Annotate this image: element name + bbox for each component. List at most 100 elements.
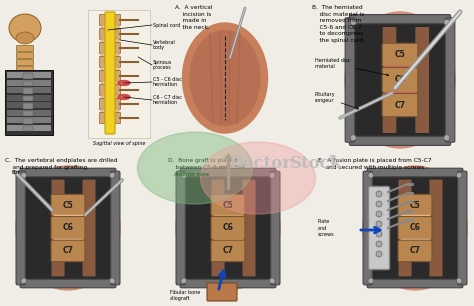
FancyBboxPatch shape [207, 283, 237, 301]
Ellipse shape [194, 185, 262, 271]
FancyBboxPatch shape [415, 27, 429, 133]
FancyBboxPatch shape [349, 15, 451, 24]
Bar [101, 25, 119, 29]
Bar [383, 65, 416, 69]
Ellipse shape [201, 142, 316, 214]
Ellipse shape [118, 95, 130, 99]
Bar [400, 238, 430, 242]
Bar [7, 117, 51, 123]
FancyBboxPatch shape [367, 168, 463, 177]
FancyBboxPatch shape [211, 216, 245, 240]
Text: C.  The vertebral endplates are drilled
    and prepared for grafting.: C. The vertebral endplates are drilled a… [5, 158, 118, 170]
Bar [23, 88, 33, 94]
Text: C5 - C6 disc
herniation: C5 - C6 disc herniation [153, 76, 182, 88]
Text: C7: C7 [410, 246, 420, 256]
Circle shape [376, 221, 382, 227]
Text: C6 - C7 disc
herniation: C6 - C7 disc herniation [153, 95, 182, 105]
FancyBboxPatch shape [382, 68, 418, 92]
FancyBboxPatch shape [383, 27, 396, 133]
Circle shape [181, 173, 187, 178]
FancyBboxPatch shape [368, 186, 390, 270]
Text: Sagittal view of spine: Sagittal view of spine [93, 141, 145, 146]
Text: Spinal cord: Spinal cord [153, 23, 181, 28]
FancyBboxPatch shape [445, 18, 455, 142]
Text: C5: C5 [395, 50, 405, 59]
Ellipse shape [184, 174, 272, 282]
FancyBboxPatch shape [211, 180, 225, 276]
FancyBboxPatch shape [100, 84, 120, 95]
Ellipse shape [16, 32, 34, 44]
Ellipse shape [182, 23, 267, 133]
FancyBboxPatch shape [243, 180, 255, 276]
Text: C6: C6 [410, 223, 420, 233]
Text: Vertebral
body: Vertebral body [153, 39, 176, 50]
Bar [23, 103, 33, 109]
Bar [212, 214, 244, 218]
FancyBboxPatch shape [398, 194, 432, 216]
FancyBboxPatch shape [17, 46, 34, 51]
Circle shape [376, 241, 382, 247]
Bar [7, 87, 51, 93]
Circle shape [376, 251, 382, 257]
Circle shape [21, 278, 27, 284]
FancyBboxPatch shape [111, 171, 120, 285]
FancyBboxPatch shape [17, 59, 34, 65]
Ellipse shape [34, 185, 102, 271]
FancyBboxPatch shape [16, 171, 25, 285]
Ellipse shape [118, 80, 130, 85]
Ellipse shape [176, 166, 280, 290]
Bar [101, 67, 119, 71]
FancyBboxPatch shape [100, 113, 120, 124]
Bar [23, 125, 33, 131]
FancyBboxPatch shape [345, 18, 355, 142]
Ellipse shape [190, 31, 260, 125]
Ellipse shape [353, 21, 447, 140]
Circle shape [368, 278, 374, 284]
Ellipse shape [381, 185, 449, 271]
Text: ™: ™ [328, 153, 338, 163]
FancyBboxPatch shape [429, 180, 443, 276]
Text: Stock: Stock [290, 155, 342, 171]
Text: C6: C6 [394, 76, 405, 84]
Bar [101, 53, 119, 57]
Bar [7, 80, 51, 85]
Bar [23, 80, 33, 86]
Text: Bur: Bur [12, 170, 21, 176]
FancyBboxPatch shape [17, 66, 34, 73]
FancyBboxPatch shape [211, 194, 245, 216]
FancyBboxPatch shape [372, 176, 458, 280]
Text: Plate
and
screws: Plate and screws [318, 219, 335, 237]
Bar [53, 214, 83, 218]
FancyBboxPatch shape [398, 216, 432, 240]
Circle shape [456, 278, 462, 284]
Circle shape [181, 278, 187, 284]
Bar [101, 39, 119, 43]
FancyBboxPatch shape [51, 216, 85, 240]
Circle shape [376, 231, 382, 237]
FancyBboxPatch shape [180, 279, 276, 288]
FancyBboxPatch shape [100, 43, 120, 54]
Text: C7: C7 [394, 101, 405, 110]
Circle shape [350, 135, 356, 141]
Bar [400, 214, 430, 218]
Bar [7, 102, 51, 108]
Text: Spinous
process: Spinous process [153, 60, 173, 70]
Text: C5: C5 [223, 200, 233, 210]
Bar [7, 72, 51, 78]
FancyBboxPatch shape [100, 99, 120, 110]
Text: Anterior view: Anterior view [174, 173, 210, 177]
Bar [7, 110, 51, 115]
FancyBboxPatch shape [25, 176, 111, 280]
FancyBboxPatch shape [20, 168, 116, 177]
FancyBboxPatch shape [184, 176, 272, 280]
Text: C6: C6 [63, 223, 73, 233]
Text: Herniated disc
material: Herniated disc material [315, 58, 389, 76]
Circle shape [376, 191, 382, 197]
FancyBboxPatch shape [100, 70, 120, 81]
Circle shape [109, 173, 115, 178]
FancyBboxPatch shape [367, 279, 463, 288]
FancyBboxPatch shape [382, 43, 418, 66]
Circle shape [269, 278, 275, 284]
FancyBboxPatch shape [382, 94, 418, 117]
Text: A.  A vertical
    incision is
    made in
    the neck.: A. A vertical incision is made in the ne… [175, 5, 212, 30]
